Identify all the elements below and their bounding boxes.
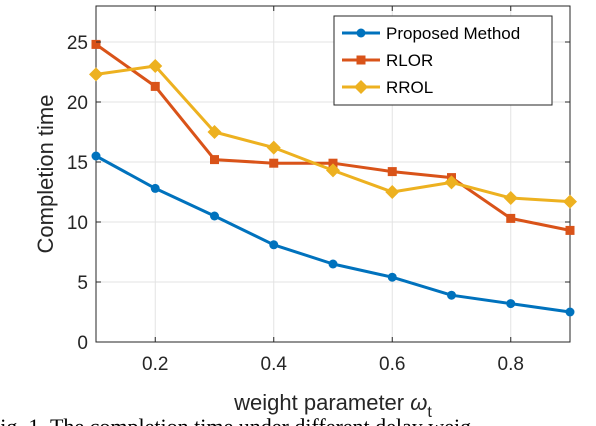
legend-entry: Proposed Method [342, 24, 520, 43]
data-point [385, 185, 400, 199]
data-point [506, 299, 516, 309]
y-tick-label: 5 [77, 273, 88, 294]
legend-marker [356, 28, 366, 38]
series-3 [89, 59, 577, 209]
data-point [150, 81, 160, 91]
y-tick-label: 0 [77, 333, 88, 354]
x-axis-label: weight parameter ωt [233, 390, 432, 421]
y-axis-label: Completion time [33, 95, 58, 254]
data-point [328, 259, 338, 269]
x-axis-label-text: weight parameter [233, 390, 404, 415]
x-axis-label-subscript: t [427, 404, 432, 421]
data-point [503, 191, 518, 205]
plot-frame [95, 5, 571, 343]
series-layer [89, 39, 577, 317]
data-point [150, 183, 160, 193]
data-point [91, 151, 101, 161]
y-tick-label: 10 [67, 213, 88, 234]
x-tick-label: 0.4 [261, 354, 288, 375]
data-point [328, 158, 338, 168]
data-point [207, 125, 222, 139]
data-point [387, 167, 397, 177]
legend: Proposed Method RLOR RROL [333, 15, 553, 106]
legend-entry: RLOR [342, 51, 433, 70]
data-point [269, 240, 279, 250]
data-point [210, 211, 219, 221]
data-point [91, 39, 101, 49]
legend-label: RROL [386, 78, 433, 97]
ticks: 0.2 0.4 0.6 0.8 0 5 10 15 20 25 [67, 6, 570, 375]
x-tick-label: 0.2 [142, 354, 168, 375]
y-tick-label: 25 [67, 33, 88, 54]
data-point [387, 272, 397, 282]
data-point [266, 140, 281, 155]
y-tick-label: 15 [67, 153, 88, 174]
figure-caption: Fig. 1. The completion time under differ… [0, 414, 471, 426]
data-point [444, 175, 459, 190]
data-point [506, 213, 516, 223]
legend-marker [356, 55, 366, 65]
legend-label: RLOR [386, 51, 433, 70]
x-tick-label: 0.8 [498, 354, 524, 375]
data-point [269, 158, 279, 168]
data-point [148, 59, 163, 73]
x-tick-label: 0.6 [379, 354, 405, 375]
data-point [326, 163, 340, 178]
series-1 [91, 151, 575, 317]
data-point [565, 307, 575, 317]
series-line [95, 154, 571, 314]
data-point [447, 290, 456, 300]
legend-entry: RROL [342, 78, 433, 97]
legend-label: Proposed Method [386, 24, 520, 43]
x-axis-label-symbol: ω [410, 390, 427, 415]
data-point [89, 67, 103, 82]
data-point [210, 155, 219, 165]
y-tick-label: 20 [67, 93, 88, 114]
data-point [565, 225, 575, 235]
data-point [563, 194, 577, 209]
legend-marker [354, 80, 368, 94]
